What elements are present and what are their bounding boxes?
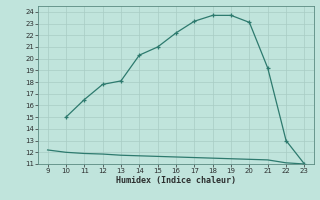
X-axis label: Humidex (Indice chaleur): Humidex (Indice chaleur) xyxy=(116,176,236,185)
